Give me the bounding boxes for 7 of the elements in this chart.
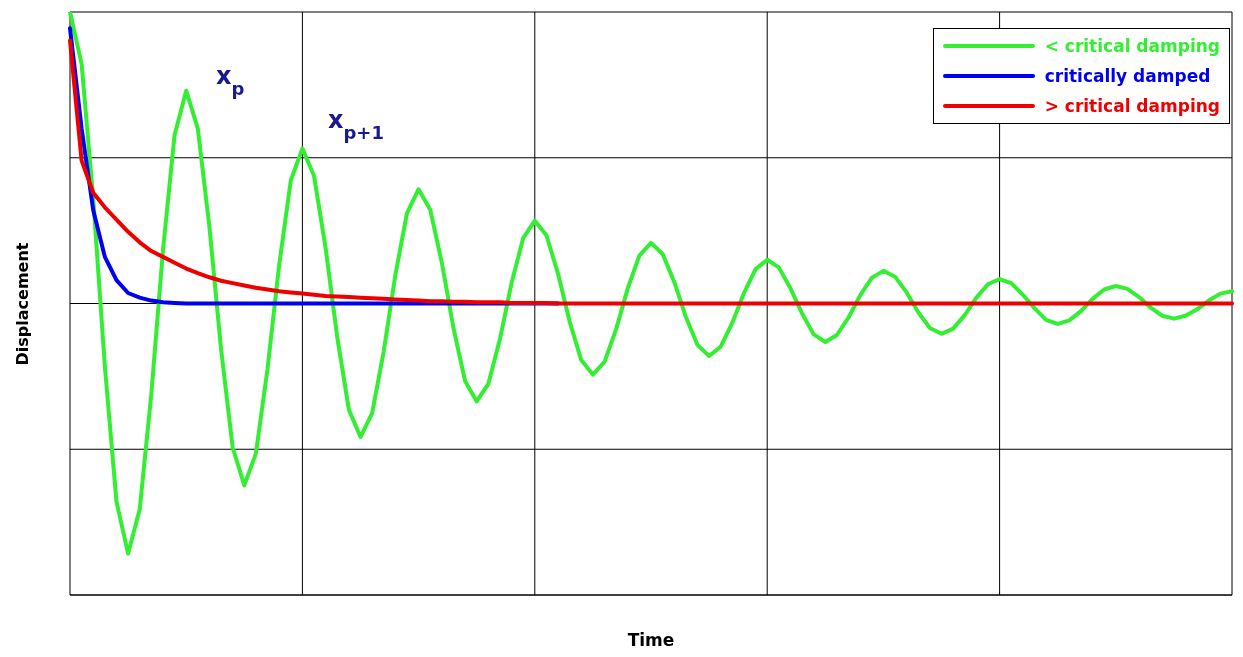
text: critically damped <box>1044 66 1211 86</box>
x-axis-title: Time <box>626 630 676 650</box>
text: < critical damping <box>1044 36 1220 56</box>
y-axis-title: Displacement <box>12 242 32 366</box>
text: > critical damping <box>1044 96 1220 116</box>
annotation: x$_{p}$ <box>216 62 245 99</box>
annotation: x$_{p+1}$ <box>328 106 384 143</box>
